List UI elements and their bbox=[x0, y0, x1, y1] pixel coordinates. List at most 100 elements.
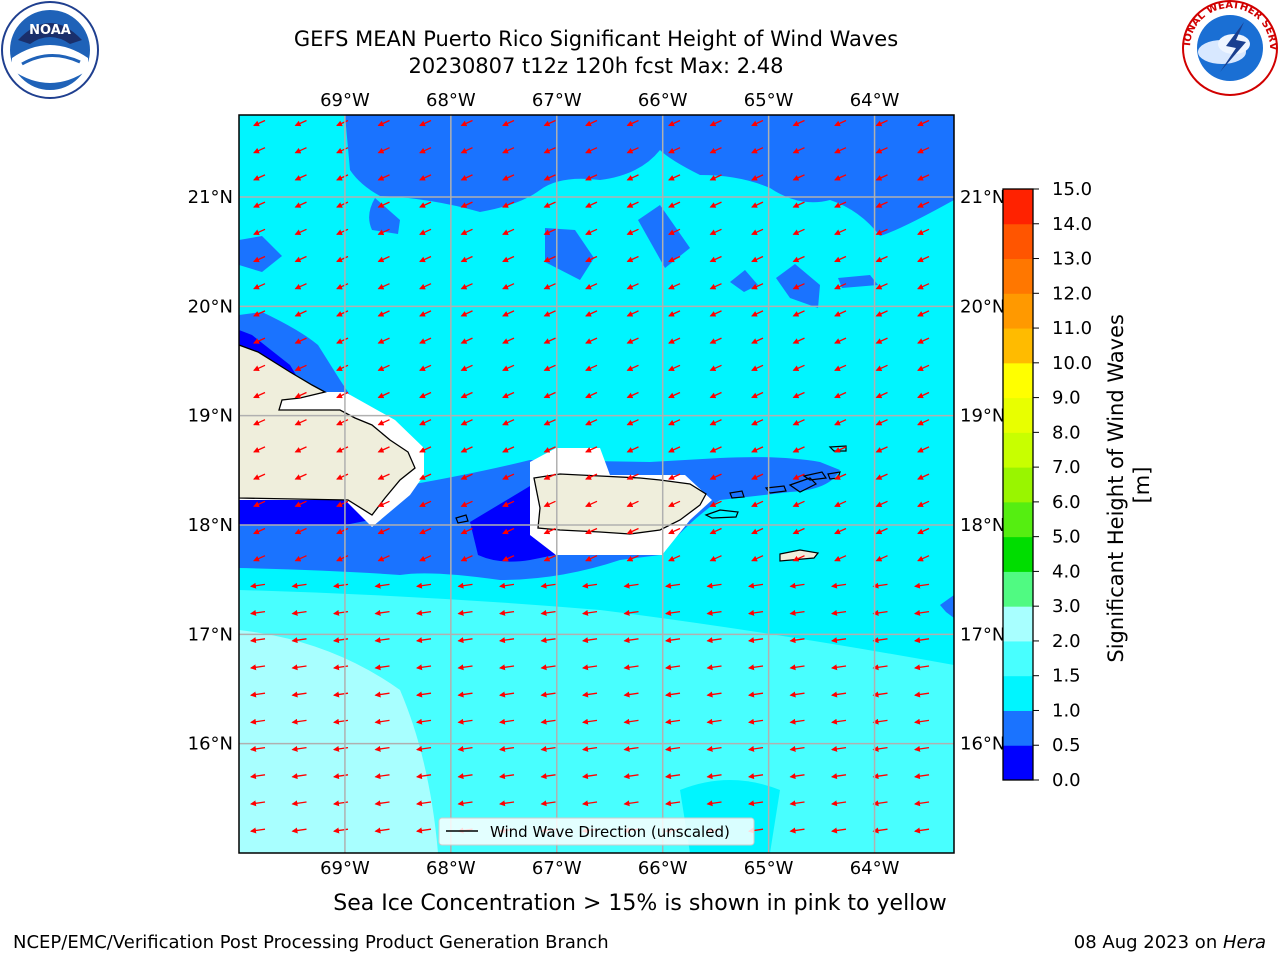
colorbar-tick-label: 15.0 bbox=[1052, 179, 1092, 200]
lat-label-left: 16°N bbox=[188, 734, 233, 755]
wave-vector bbox=[291, 827, 307, 834]
wave-vector bbox=[626, 147, 639, 154]
wave-vector bbox=[377, 201, 390, 208]
wave-vector bbox=[253, 201, 266, 208]
wave-vector bbox=[709, 391, 722, 399]
wave-vector bbox=[502, 119, 515, 127]
wave-vector bbox=[460, 500, 473, 507]
lat-label-right: 16°N bbox=[960, 734, 1005, 755]
wave-vector bbox=[460, 201, 473, 208]
colorbar-tick-label: 6.0 bbox=[1052, 492, 1081, 513]
wave-vector bbox=[250, 691, 266, 698]
wave-vector bbox=[626, 174, 639, 181]
wave-vector bbox=[460, 174, 473, 181]
wave-vector bbox=[543, 119, 556, 127]
lat-label-left: 20°N bbox=[188, 296, 233, 317]
lat-label-right: 18°N bbox=[960, 515, 1005, 536]
wave-vector bbox=[917, 201, 930, 208]
wave-vector bbox=[377, 446, 390, 453]
wave-vector bbox=[875, 473, 888, 480]
wave-vector bbox=[875, 555, 888, 562]
colorbar-label-line2: [m] bbox=[1130, 467, 1154, 504]
wave-vector bbox=[709, 201, 722, 208]
wave-vector bbox=[499, 637, 515, 644]
lat-label-left: 18°N bbox=[188, 515, 233, 536]
vector-legend-label: Wind Wave Direction (unscaled) bbox=[490, 823, 730, 841]
wave-vector bbox=[540, 800, 556, 807]
wave-vector bbox=[457, 691, 473, 698]
nws-logo-text: NATIONAL WEATHER SERVICE bbox=[0, 0, 1278, 51]
wave-vector bbox=[336, 473, 349, 480]
wave-vector bbox=[626, 500, 639, 507]
wave-vector bbox=[831, 609, 847, 616]
wave-vector bbox=[917, 119, 930, 127]
wave-vector bbox=[875, 283, 888, 290]
wave-vector bbox=[585, 174, 598, 181]
wave-vector bbox=[834, 255, 847, 263]
colorbar-swatch bbox=[1003, 571, 1033, 607]
wave-vector bbox=[585, 228, 598, 235]
wave-vector bbox=[294, 446, 307, 453]
wave-vector bbox=[706, 637, 722, 644]
run-date-text: 08 Aug 2023 on bbox=[1073, 932, 1223, 953]
wave-vector bbox=[875, 391, 888, 399]
wave-vector bbox=[294, 255, 307, 263]
wave-vector bbox=[585, 391, 598, 399]
wave-vector bbox=[668, 500, 681, 507]
wave-vector bbox=[585, 500, 598, 507]
wave-vector bbox=[250, 637, 266, 644]
wave-vector bbox=[665, 637, 681, 644]
wave-vector bbox=[668, 147, 681, 154]
wave-vector bbox=[748, 773, 764, 780]
wave-vector bbox=[499, 664, 515, 671]
wave-vector bbox=[457, 745, 473, 752]
wave-vector bbox=[416, 827, 432, 834]
map-frame bbox=[238, 114, 955, 854]
colorbar-tick-label: 9.0 bbox=[1052, 388, 1081, 409]
wave-vector bbox=[831, 718, 847, 725]
wave-vector bbox=[416, 637, 432, 644]
noaa-logo: NOAA bbox=[1, 1, 99, 99]
wave-vector bbox=[419, 419, 432, 426]
wave-vector bbox=[668, 283, 681, 290]
wave-vector bbox=[377, 364, 390, 371]
machine-name: Hera bbox=[1222, 932, 1266, 953]
colorbar-swatch bbox=[1003, 745, 1033, 781]
wave-vector bbox=[751, 473, 764, 480]
wave-vector bbox=[460, 446, 473, 453]
wave-vector bbox=[540, 582, 556, 589]
wave-vector bbox=[751, 147, 764, 154]
wave-vector bbox=[792, 201, 805, 208]
colorbar-tick-label: 1.0 bbox=[1052, 700, 1081, 721]
wave-vector bbox=[623, 582, 639, 589]
wind-wave-direction-vectors bbox=[250, 119, 930, 834]
wave-vector bbox=[709, 473, 722, 480]
wave-vector bbox=[709, 446, 722, 453]
colorbar-swatch bbox=[1003, 362, 1033, 399]
wave-vector bbox=[585, 255, 598, 263]
wave-vector bbox=[668, 119, 681, 127]
wave-vector bbox=[875, 310, 888, 317]
wave-vector bbox=[460, 283, 473, 290]
wave-vector bbox=[872, 664, 888, 671]
wave-vector bbox=[374, 691, 390, 698]
wave-vector bbox=[789, 827, 805, 834]
wave-vector bbox=[665, 664, 681, 671]
wave-vector bbox=[834, 337, 847, 344]
colorbar-tick-label: 13.0 bbox=[1052, 249, 1092, 270]
wave-vector bbox=[872, 827, 888, 834]
wave-vector bbox=[875, 500, 888, 507]
wave-vector bbox=[875, 527, 888, 535]
wave-vector bbox=[460, 119, 473, 127]
wave-vector bbox=[416, 582, 432, 589]
wave-vector bbox=[792, 391, 805, 399]
wave-vector bbox=[253, 419, 266, 426]
colorbar-tick-label: 2.0 bbox=[1052, 631, 1081, 652]
wave-vector bbox=[875, 337, 888, 344]
lon-label-top: 68°W bbox=[426, 90, 476, 111]
nws-logo: NATIONAL WEATHER SERVICE bbox=[0, 0, 1278, 96]
wave-vector bbox=[419, 147, 432, 154]
colorbar-swatch bbox=[1003, 606, 1033, 642]
wave-vector bbox=[623, 609, 639, 616]
lon-label-top: 65°W bbox=[744, 90, 794, 111]
